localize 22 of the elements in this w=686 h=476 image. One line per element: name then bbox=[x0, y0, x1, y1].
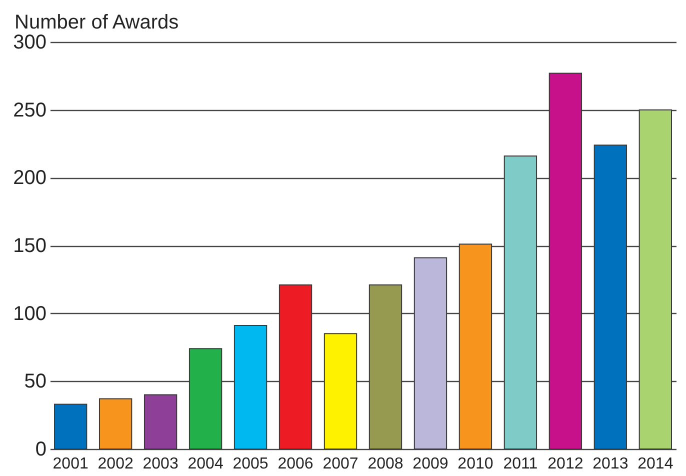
y-tick-label: 300 bbox=[13, 32, 46, 54]
x-tick-label: 2007 bbox=[322, 456, 358, 472]
x-tick-label: 2002 bbox=[98, 456, 134, 472]
x-tick-label: 2005 bbox=[232, 456, 268, 472]
y-tick-label: 50 bbox=[24, 370, 46, 393]
x-tick-label: 2009 bbox=[412, 456, 448, 472]
x-tick-label: 2001 bbox=[52, 456, 88, 472]
x-tick-label: 2013 bbox=[592, 456, 628, 472]
x-tick-label: 2008 bbox=[368, 456, 404, 472]
x-tick-label: 2006 bbox=[278, 456, 314, 472]
x-tick-label: 2003 bbox=[142, 456, 178, 472]
x-tick-label: 2011 bbox=[503, 456, 538, 472]
y-tick-label: 0 bbox=[35, 438, 46, 460]
y-axis-title: Number of Awards bbox=[14, 12, 179, 34]
y-tick-label: 250 bbox=[13, 99, 46, 122]
x-tick-label: 2012 bbox=[548, 456, 584, 472]
x-tick-label: 2014 bbox=[638, 456, 674, 472]
y-tick-label: 100 bbox=[13, 302, 46, 325]
x-tick-label: 2010 bbox=[458, 456, 494, 472]
y-tick-label: 150 bbox=[13, 235, 46, 257]
x-tick-label: 2004 bbox=[188, 456, 224, 472]
y-tick-label: 200 bbox=[13, 167, 46, 190]
